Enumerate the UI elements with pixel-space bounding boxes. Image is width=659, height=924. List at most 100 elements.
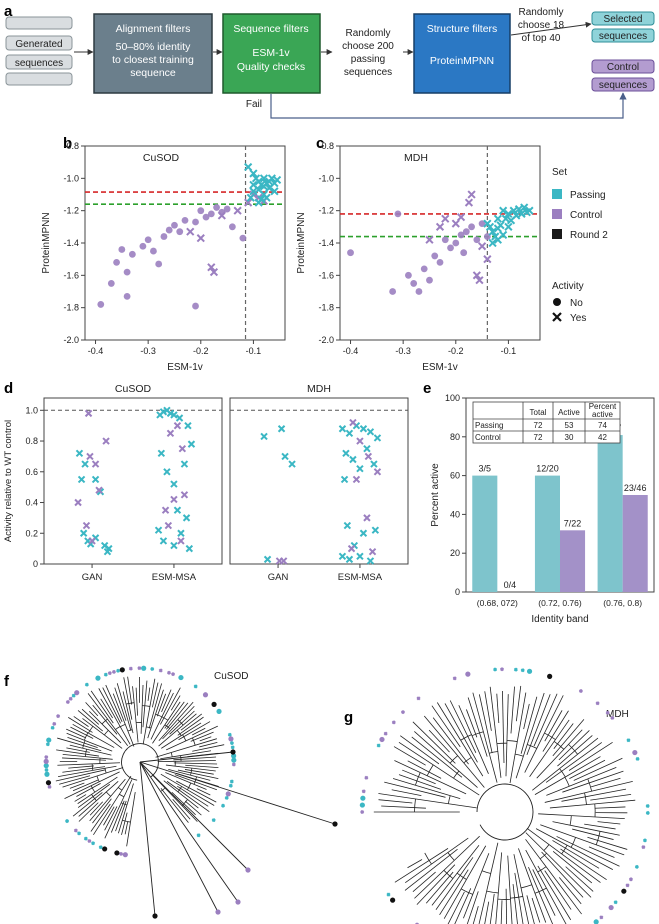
input-sequences: Generated sequences (5, 16, 73, 86)
tree-leaf-marker (111, 669, 116, 674)
data-point (520, 203, 529, 212)
panel-letter-d: d (4, 380, 13, 397)
tree-long-branch (139, 761, 239, 903)
tree-branch (526, 895, 535, 924)
tree-branch (394, 760, 428, 777)
tree-arc (415, 772, 421, 786)
tree-branch (123, 779, 133, 797)
data-point (415, 288, 423, 295)
tree-branch (523, 703, 530, 730)
tree-branch (531, 884, 547, 923)
y-tick-label: -1.0 (63, 173, 79, 183)
tree-leaf-marker (228, 783, 233, 788)
tree-arc (543, 844, 550, 851)
data-point (347, 544, 356, 553)
data-point (175, 414, 184, 422)
data-point (352, 475, 361, 484)
tree-branch (463, 894, 474, 919)
y-tick-label: 0 (455, 587, 460, 597)
tree-branch (177, 769, 219, 780)
tree-branch (447, 891, 465, 924)
tree-leaf-marker (46, 737, 52, 743)
tree-branch (553, 719, 570, 742)
data-point (477, 242, 487, 251)
tree-leaf-marker (621, 888, 627, 894)
alignment-title: Alignment filters (116, 23, 191, 35)
tree-arc (489, 751, 498, 754)
tree-branch (558, 877, 582, 905)
x-tick-label: -0.2 (448, 346, 464, 356)
tree-branch (112, 693, 129, 732)
tree-branch (568, 741, 613, 771)
panel-letter-a: a (4, 3, 13, 20)
data-point (288, 460, 296, 468)
tree-branch (466, 891, 479, 924)
tree-branch (160, 787, 189, 823)
tree-branch (478, 873, 492, 924)
data-point (389, 288, 397, 295)
selected-sequences: Selected sequences (591, 11, 655, 43)
x-tick-label: ESM-MSA (152, 572, 197, 583)
tree-branch (192, 725, 218, 739)
tree-branch (594, 799, 636, 805)
data-point (457, 231, 465, 239)
data-point (249, 169, 258, 178)
tree-leaf-marker (628, 877, 633, 882)
tree-branch (488, 753, 498, 783)
tree-branch (73, 716, 89, 727)
tree-arc (142, 705, 150, 707)
panel-letter-f: f (4, 673, 10, 690)
tree-leaf-marker (215, 909, 221, 915)
data-point (356, 552, 364, 561)
data-point (340, 475, 349, 484)
tree-branch (171, 738, 217, 753)
tree-arc (534, 887, 547, 894)
data-point (279, 557, 288, 565)
data-point (177, 537, 185, 545)
data-point (144, 236, 152, 244)
tree-leaf-marker (593, 919, 599, 924)
y-tick-label: 0 (33, 559, 38, 569)
y-tick-label: -2.0 (318, 335, 334, 345)
subplot-title: CuSOD (115, 383, 152, 395)
tree-branch (171, 791, 196, 816)
tree-leaf-marker (526, 668, 533, 674)
legend: Set Passing Control Round 2 Activity No … (552, 167, 608, 324)
data-point (184, 421, 192, 430)
tree-leaf-marker (641, 845, 646, 850)
legend-swatch-passing (552, 189, 562, 199)
tree-branch (185, 764, 219, 769)
tree-branch (127, 730, 135, 747)
tree-branch (453, 777, 480, 796)
data-point (410, 280, 418, 287)
data-point (105, 544, 113, 553)
tree-branch (496, 743, 502, 778)
data-point (170, 495, 178, 504)
right-text-2: choose 18 (518, 20, 565, 31)
data-point (475, 276, 484, 285)
tree-branch (467, 697, 488, 757)
tree-branch (92, 704, 118, 735)
y-axis-label: ProteinMPNN (296, 212, 307, 273)
tree-branch (199, 736, 212, 742)
tree-branch (478, 694, 493, 754)
tree-branch (165, 764, 192, 769)
tree-leaf-marker (500, 667, 505, 672)
tree-long-branch (139, 761, 249, 871)
control-sequences: Control sequences (591, 59, 655, 92)
tree-branch (104, 806, 118, 831)
tree-leaf-marker (119, 667, 125, 673)
tree-branch (114, 687, 127, 721)
y-tick-label: -1.6 (63, 270, 79, 280)
tree-leaf-marker (645, 810, 650, 815)
tree-leaf-marker (95, 675, 101, 681)
tree-branch (553, 723, 574, 749)
tree-leaf-marker (44, 755, 49, 760)
fail-label: Fail (246, 99, 262, 110)
tree-arc (120, 723, 126, 728)
tree-branch (404, 848, 458, 891)
tree-branch (147, 714, 156, 739)
tree-branch (584, 823, 616, 830)
tree-branch (509, 754, 516, 784)
data-point (185, 544, 194, 553)
